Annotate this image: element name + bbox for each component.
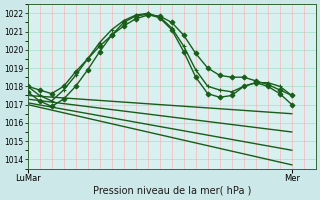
X-axis label: Pression niveau de la mer( hPa ): Pression niveau de la mer( hPa ) bbox=[92, 186, 251, 196]
